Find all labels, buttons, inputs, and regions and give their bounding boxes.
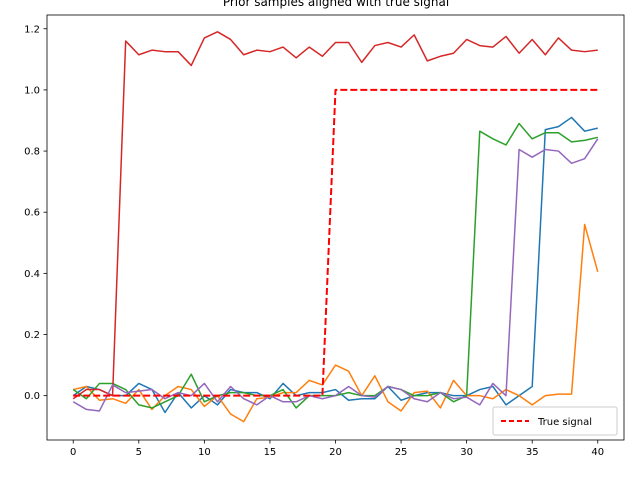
y-tick-label: 0.0 — [24, 391, 40, 402]
y-tick-label: 0.8 — [24, 147, 40, 158]
x-tick-label: 10 — [198, 447, 211, 458]
x-tick-label: 35 — [526, 447, 539, 458]
x-tick-label: 5 — [136, 447, 142, 458]
series-layer — [72, 31, 599, 423]
x-tick-label: 25 — [395, 447, 408, 458]
x-tick-label: 30 — [460, 447, 473, 458]
y-tick-label: 0.2 — [24, 330, 40, 341]
y-tick-label: 1.0 — [24, 85, 40, 96]
x-tick-label: 0 — [70, 447, 76, 458]
series-4-line — [72, 31, 598, 400]
x-tick-label: 20 — [329, 447, 342, 458]
y-tick-label: 1.2 — [24, 24, 40, 35]
series-5-line — [72, 138, 599, 412]
y-tick-label: 0.6 — [24, 208, 40, 219]
series-true-signal-line — [73, 88, 598, 397]
legend: True signal — [492, 406, 618, 436]
x-tick-label: 40 — [591, 447, 604, 458]
axes-layer: 0 5 10 15 20 25 30 35 40 0.0 0.2 0.4 0.6 0.8 1.0 1.2 — [24, 14, 625, 458]
legend-frame — [492, 406, 618, 436]
y-tick-label: 0.4 — [24, 269, 40, 280]
series-1-line — [72, 116, 598, 414]
x-tick-label: 15 — [264, 447, 277, 458]
series-2-line — [73, 223, 599, 423]
legend-label-true-signal: True signal — [537, 417, 592, 428]
chart-title: Prior samples aligned with true signal — [223, 0, 449, 9]
